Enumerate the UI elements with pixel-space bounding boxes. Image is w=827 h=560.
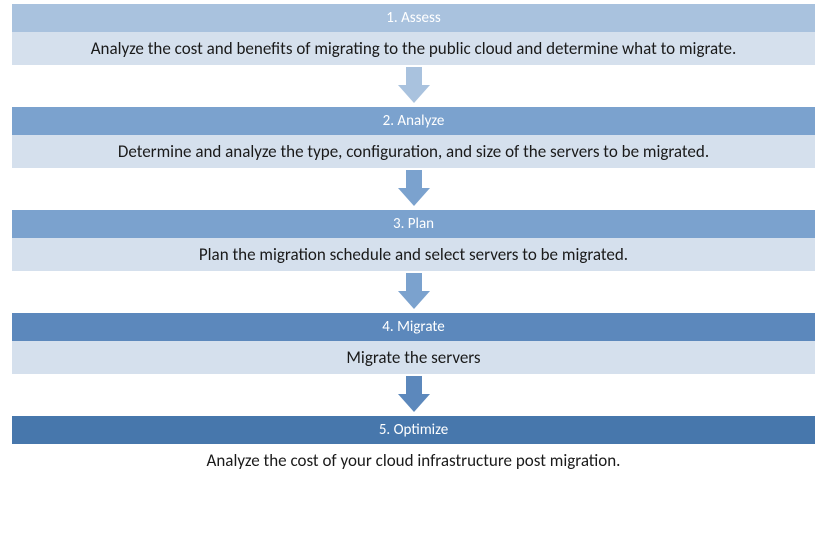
step-assess: 1. Assess Analyze the cost and benefits …	[12, 4, 815, 65]
arrow-down-icon	[398, 67, 430, 103]
arrow-down-icon	[398, 170, 430, 206]
step-body: Plan the migration schedule and select s…	[12, 238, 815, 271]
step-header: 3. Plan	[12, 210, 815, 238]
step-header: 4. Migrate	[12, 313, 815, 341]
migration-flowchart: 1. Assess Analyze the cost and benefits …	[12, 4, 815, 477]
step-body: Analyze the cost of your cloud infrastru…	[12, 444, 815, 477]
step-header: 2. Analyze	[12, 107, 815, 135]
arrow-down-icon	[398, 273, 430, 309]
step-migrate: 4. Migrate Migrate the servers	[12, 313, 815, 374]
arrow-down-icon	[398, 376, 430, 412]
step-body: Analyze the cost and benefits of migrati…	[12, 32, 815, 65]
arrow-container	[12, 170, 815, 206]
step-optimize: 5. Optimize Analyze the cost of your clo…	[12, 416, 815, 477]
step-plan: 3. Plan Plan the migration schedule and …	[12, 210, 815, 271]
arrow-container	[12, 273, 815, 309]
arrow-container	[12, 67, 815, 103]
arrow-container	[12, 376, 815, 412]
step-header: 1. Assess	[12, 4, 815, 32]
step-body: Determine and analyze the type, configur…	[12, 135, 815, 168]
step-analyze: 2. Analyze Determine and analyze the typ…	[12, 107, 815, 168]
step-body: Migrate the servers	[12, 341, 815, 374]
step-header: 5. Optimize	[12, 416, 815, 444]
